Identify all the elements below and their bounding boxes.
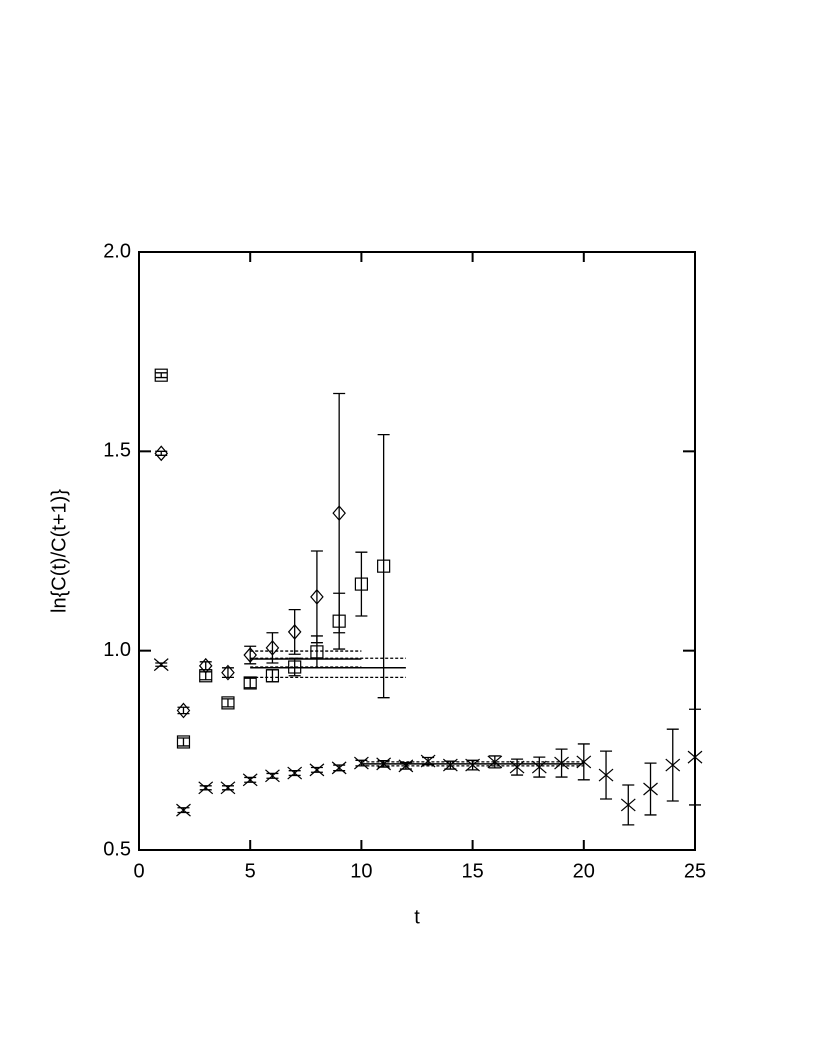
marker-cross bbox=[265, 769, 280, 783]
marker-cross bbox=[420, 754, 436, 768]
error-bar bbox=[266, 632, 279, 664]
marker-cross bbox=[531, 760, 547, 774]
marker-cross bbox=[242, 773, 258, 787]
marker-cross bbox=[643, 782, 658, 796]
marker-square bbox=[377, 559, 391, 573]
marker-diamond bbox=[243, 647, 257, 663]
marker-diamond bbox=[332, 505, 346, 522]
marker-cross bbox=[176, 803, 191, 817]
error-bar bbox=[288, 608, 301, 655]
error-bar bbox=[310, 550, 323, 644]
error-bar bbox=[199, 661, 212, 671]
marker-diamond bbox=[265, 639, 280, 656]
error-bar bbox=[221, 667, 234, 679]
marker-cross bbox=[687, 750, 703, 764]
marker-cross bbox=[287, 766, 303, 780]
x-tick-label: 20 bbox=[573, 860, 595, 882]
error-bar bbox=[177, 737, 190, 747]
marker-cross bbox=[554, 756, 569, 770]
y-tick-label: 1.0 bbox=[103, 639, 131, 661]
y-tick-label: 0.5 bbox=[103, 838, 131, 860]
marker-cross bbox=[220, 781, 236, 795]
marker-cross bbox=[620, 798, 636, 812]
marker-diamond bbox=[198, 657, 213, 674]
y-tick-label: 1.5 bbox=[103, 440, 131, 462]
error-bar bbox=[155, 372, 168, 379]
marker-cross bbox=[309, 763, 325, 777]
error-bar bbox=[221, 698, 234, 708]
error-bar bbox=[333, 392, 346, 634]
marker-square bbox=[221, 696, 235, 710]
x-tick-label: 15 bbox=[461, 860, 483, 882]
marker-square bbox=[265, 669, 280, 683]
x-tick-label: 25 bbox=[684, 860, 706, 882]
marker-cross bbox=[398, 759, 414, 773]
marker-cross bbox=[198, 781, 214, 795]
marker-diamond bbox=[287, 624, 302, 640]
x-tick-label: 10 bbox=[350, 860, 372, 882]
x-axis-label: t bbox=[414, 906, 420, 928]
marker-cross bbox=[665, 758, 681, 772]
marker-diamond bbox=[176, 702, 191, 719]
marker-cross bbox=[598, 768, 614, 782]
y-axis-label: ln{C(t)/C(t+1)} bbox=[48, 489, 70, 613]
marker-cross bbox=[442, 758, 458, 772]
error-bar bbox=[244, 645, 257, 665]
marker-cross bbox=[354, 756, 369, 770]
marker-cross bbox=[331, 761, 347, 775]
marker-cross bbox=[487, 755, 503, 769]
marker-square bbox=[176, 735, 191, 749]
error-bar bbox=[266, 669, 279, 683]
marker-cross bbox=[153, 658, 169, 672]
marker-diamond bbox=[154, 445, 169, 462]
marker-square bbox=[154, 368, 168, 382]
marker-cross bbox=[465, 758, 480, 772]
plot-frame bbox=[138, 251, 696, 851]
x-tick-label: 5 bbox=[245, 860, 256, 882]
y-tick-label: 2.0 bbox=[103, 240, 131, 262]
marker-diamond bbox=[310, 588, 324, 605]
marker-diamond bbox=[221, 664, 235, 681]
error-bar bbox=[377, 433, 390, 699]
error-bar bbox=[244, 677, 257, 689]
x-tick-label: 0 bbox=[133, 860, 144, 882]
error-bar bbox=[355, 551, 368, 617]
marker-square bbox=[354, 577, 368, 591]
marker-cross bbox=[509, 760, 525, 774]
